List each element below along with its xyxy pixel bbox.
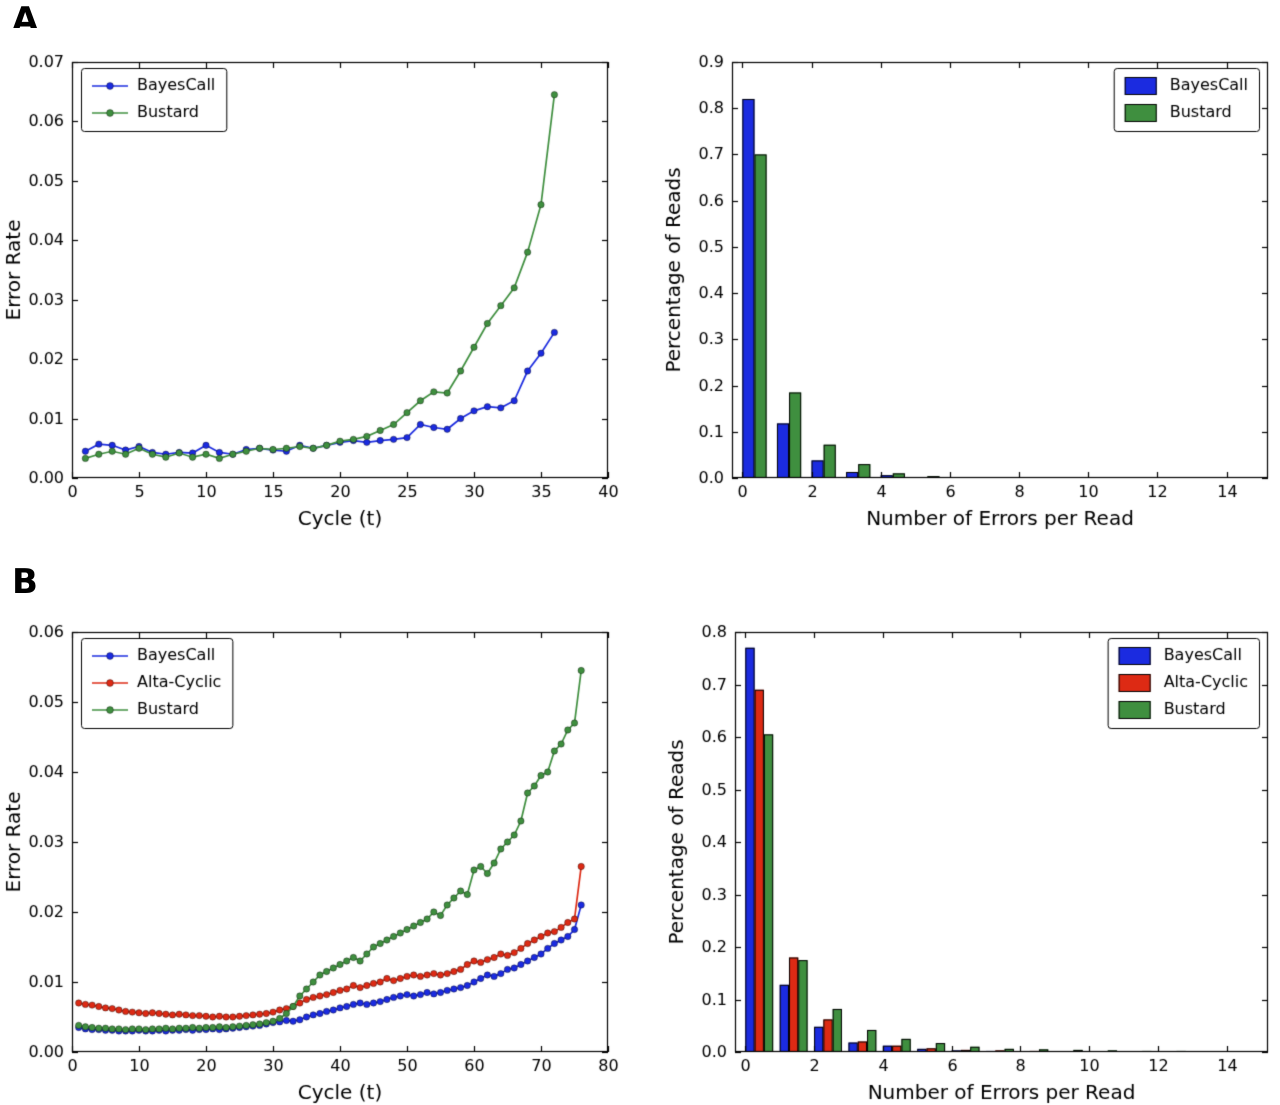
chart-b-errors-per-read-bar [640,598,1280,1105]
chart-b-error-rate-line [0,598,640,1105]
chart-a-errors-per-read-bar [640,28,1280,560]
chart-a-error-rate-line [0,28,640,560]
panel-label-b: B [12,562,38,602]
